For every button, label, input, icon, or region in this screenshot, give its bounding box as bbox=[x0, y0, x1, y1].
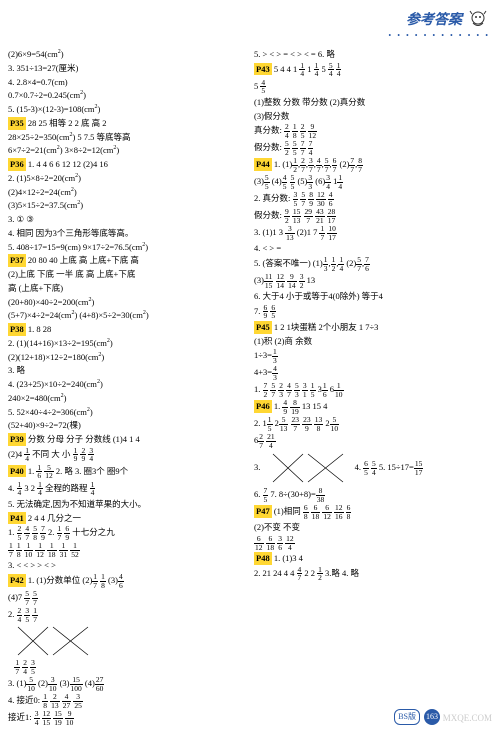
answer-line: P46 1. 49 819 13 15 4 bbox=[254, 399, 492, 415]
answer-line: 1÷3=13 bbox=[254, 348, 492, 364]
answer-line: 2. (1)5×8÷2=20(cm2) bbox=[8, 172, 246, 185]
answer-line: 4. 接近0: 18 213 427 325 bbox=[8, 693, 246, 709]
answer-line: 612 618 36 124 bbox=[254, 535, 492, 551]
edition-label: BS版 bbox=[394, 709, 420, 725]
watermark: MXQE.COM bbox=[443, 712, 492, 726]
answer-line: P44 1. (1)12,27,37,47,57,67 (2)77,87 bbox=[254, 157, 492, 173]
answer-line: 2. 21 24 4 4 47 2 2 12 3.略 4. 略 bbox=[254, 566, 492, 582]
answer-line: 7. 69 65 bbox=[254, 304, 492, 320]
answer-line: P36 1. 4 4 6 6 12 12 (2)4 16 bbox=[8, 158, 246, 171]
answer-line: 0.7×0.7÷2=0.245(cm2) bbox=[8, 89, 246, 102]
answer-line: 6. 大于4 小于或等于4(0除外) 等于4 bbox=[254, 290, 492, 303]
answer-line: P43 5 4 4 1 14 1 14 5 54 14 bbox=[254, 62, 492, 78]
answer-line: (2)不变 不变 bbox=[254, 521, 492, 534]
answer-line: 17 18 110 112 118 131 152 bbox=[8, 542, 246, 558]
right-column: 5. > < > = < > < = 6. 略P43 5 4 4 1 14 1 … bbox=[254, 48, 492, 727]
answer-line: 5. 无法确定,因为不知道苹果的大小。 bbox=[8, 498, 246, 511]
answer-line: 接近1: 34 1215 1519 910 bbox=[8, 710, 246, 726]
answer-line: 4+3=43 bbox=[254, 365, 492, 381]
answer-line: (2)6×9=54(cm2) bbox=[8, 48, 246, 61]
answer-line: P41 2 4 4 几分之一 bbox=[8, 512, 246, 525]
answer-line: (20+80)×40÷2=200(cm2) bbox=[8, 296, 246, 309]
answer-line: 5. > < > = < > < = 6. 略 bbox=[254, 48, 492, 61]
page-number: 163 bbox=[424, 709, 440, 725]
answer-line: (2)4×12÷2=24(cm2) bbox=[8, 186, 246, 199]
answer-line: (1)积 (2)商 余数 bbox=[254, 335, 492, 348]
left-column: (2)6×9=54(cm2)3. 351÷13=27(厘米)4. 2.8×4=0… bbox=[8, 48, 246, 727]
answer-line: 假分数: 52 55 77 74 bbox=[254, 140, 492, 156]
answer-line: 3. 351÷13=27(厘米) bbox=[8, 62, 246, 75]
answer-line: (3)55 (4)45 55 (5)33 (6)34 114 bbox=[254, 174, 492, 190]
answer-line: 4. 2.8×4=0.7(cm) bbox=[8, 76, 246, 89]
answer-content: (2)6×9=54(cm2)3. 351÷13=27(厘米)4. 2.8×4=0… bbox=[0, 0, 500, 735]
answer-line: P40 1. 16 512 2. 略 3. 圈3个 圈9个 bbox=[8, 464, 246, 480]
answer-line: 2. (1)(14+16)×13÷2=195(cm2) bbox=[8, 337, 246, 350]
answer-line: 28×25÷2=350(cm2) 5 7.5 等底等高 bbox=[8, 131, 246, 144]
answer-line: 5. 408÷17=15=9(cm) 9×17÷2=76.5(cm2) bbox=[8, 241, 246, 254]
answer-line: 4. (23+25)×10÷2=240(cm2) bbox=[8, 378, 246, 391]
answer-line: 5 45 bbox=[254, 79, 492, 95]
answer-line: P39 分数 分母 分子 分数线 (1)4 1 4 bbox=[8, 433, 246, 446]
answer-line: P38 1. 8 28 bbox=[8, 323, 246, 336]
answer-line: 3. < < > > < > bbox=[8, 559, 246, 572]
answer-line: 2. 24 35 17 17 24 35 bbox=[8, 607, 246, 675]
answer-line: 3. (1)1 3 313 (2)1 7 17 1017 bbox=[254, 225, 492, 241]
answer-line: 5. 52×40÷4÷2=306(cm2) bbox=[8, 406, 246, 419]
answer-line: (4)7 57 57 bbox=[8, 590, 246, 606]
answer-line: 1. 72 57 23 47 53 31 15 316 6110 bbox=[254, 382, 492, 398]
answer-line: 2. 115 2513 237 239 138 2510 bbox=[254, 416, 492, 432]
answer-line: (3)假分数 bbox=[254, 110, 492, 123]
answer-line: (3)1115 1214 914 32 13 bbox=[254, 273, 492, 289]
answer-line: 627 214 bbox=[254, 433, 492, 449]
answer-line: (2)(12+18)×12÷2=180(cm2) bbox=[8, 351, 246, 364]
answer-line: 6×7÷2=21(cm2) 3×8÷2=12(cm2) bbox=[8, 144, 246, 157]
answer-line: 4. 14 3 2 14 全程的路程 14 bbox=[8, 481, 246, 497]
answer-line: P37 20 80 40 上底 高 上底+下底 高 bbox=[8, 254, 246, 267]
answer-line: 4. < > = bbox=[254, 242, 492, 255]
answer-line: (2)上底 下底 一半 底 高 上底+下底 bbox=[8, 268, 246, 281]
page-footer: BS版 163 bbox=[394, 709, 440, 725]
answer-line: (2)4 14 不同 大 小 19 29 34 bbox=[8, 447, 246, 463]
answer-line: 2. 真分数: 35 57 89 1230 46 bbox=[254, 191, 492, 207]
answer-line: P35 28 25 相等 2 2 底 高 2 bbox=[8, 117, 246, 130]
answer-line: 3. 略 bbox=[8, 364, 246, 377]
answer-line: 6. 75 7. 8÷(30+8)=838 bbox=[254, 487, 492, 503]
answer-line: 假分数: 92 1513 297 4321 2817 bbox=[254, 208, 492, 224]
decorative-dots: • • • • • • • • • • • • bbox=[388, 30, 490, 42]
answer-line: P42 1. (1)分数单位 (2)17 18 (3)46 bbox=[8, 573, 246, 589]
answer-line: 1. 25 47 58 79 2. 17 69 十七分之九 bbox=[8, 525, 246, 541]
answer-line: P45 1 2 1块蛋糕 2个小朋友 1 7÷3 bbox=[254, 321, 492, 334]
answer-line: 真分数: 24 18 25 912 bbox=[254, 123, 492, 139]
answer-line: 3. (1)510 (2)310 (3)15100 (4)2760 bbox=[8, 676, 246, 692]
header-title: 参考答案 bbox=[406, 10, 462, 31]
answer-line: P48 1. (1)3 4 bbox=[254, 552, 492, 565]
answer-line: P47 (1)相同 68 618 612 1216 68 bbox=[254, 504, 492, 520]
answer-line: 5. (15-3)×(12-3)=108(cm2) bbox=[8, 103, 246, 116]
answer-line: (1)整数 分数 带分数 (2)真分数 bbox=[254, 96, 492, 109]
answer-line: 3. ① ③ bbox=[8, 213, 246, 226]
answer-line: (5+7)×4÷2=24(cm2) (4+8)×5÷2=30(cm2) bbox=[8, 309, 246, 322]
answer-line: 高 (上底+下底) bbox=[8, 282, 246, 295]
mascot-icon bbox=[466, 8, 490, 32]
answer-line: 4. 相同 因为3个三角形等底等高。 bbox=[8, 227, 246, 240]
answer-line: 3. 4. 65 54 5. 15÷17=1517 bbox=[254, 450, 492, 486]
answer-line: 240×2=480(cm2) bbox=[8, 392, 246, 405]
answer-line: 5. (答案不唯一) (1)13,12,14 (2)57,76 bbox=[254, 256, 492, 272]
answer-line: (52+40)×9÷2=72(棵) bbox=[8, 419, 246, 432]
answer-line: (3)5×15÷2=37.5(cm2) bbox=[8, 199, 246, 212]
